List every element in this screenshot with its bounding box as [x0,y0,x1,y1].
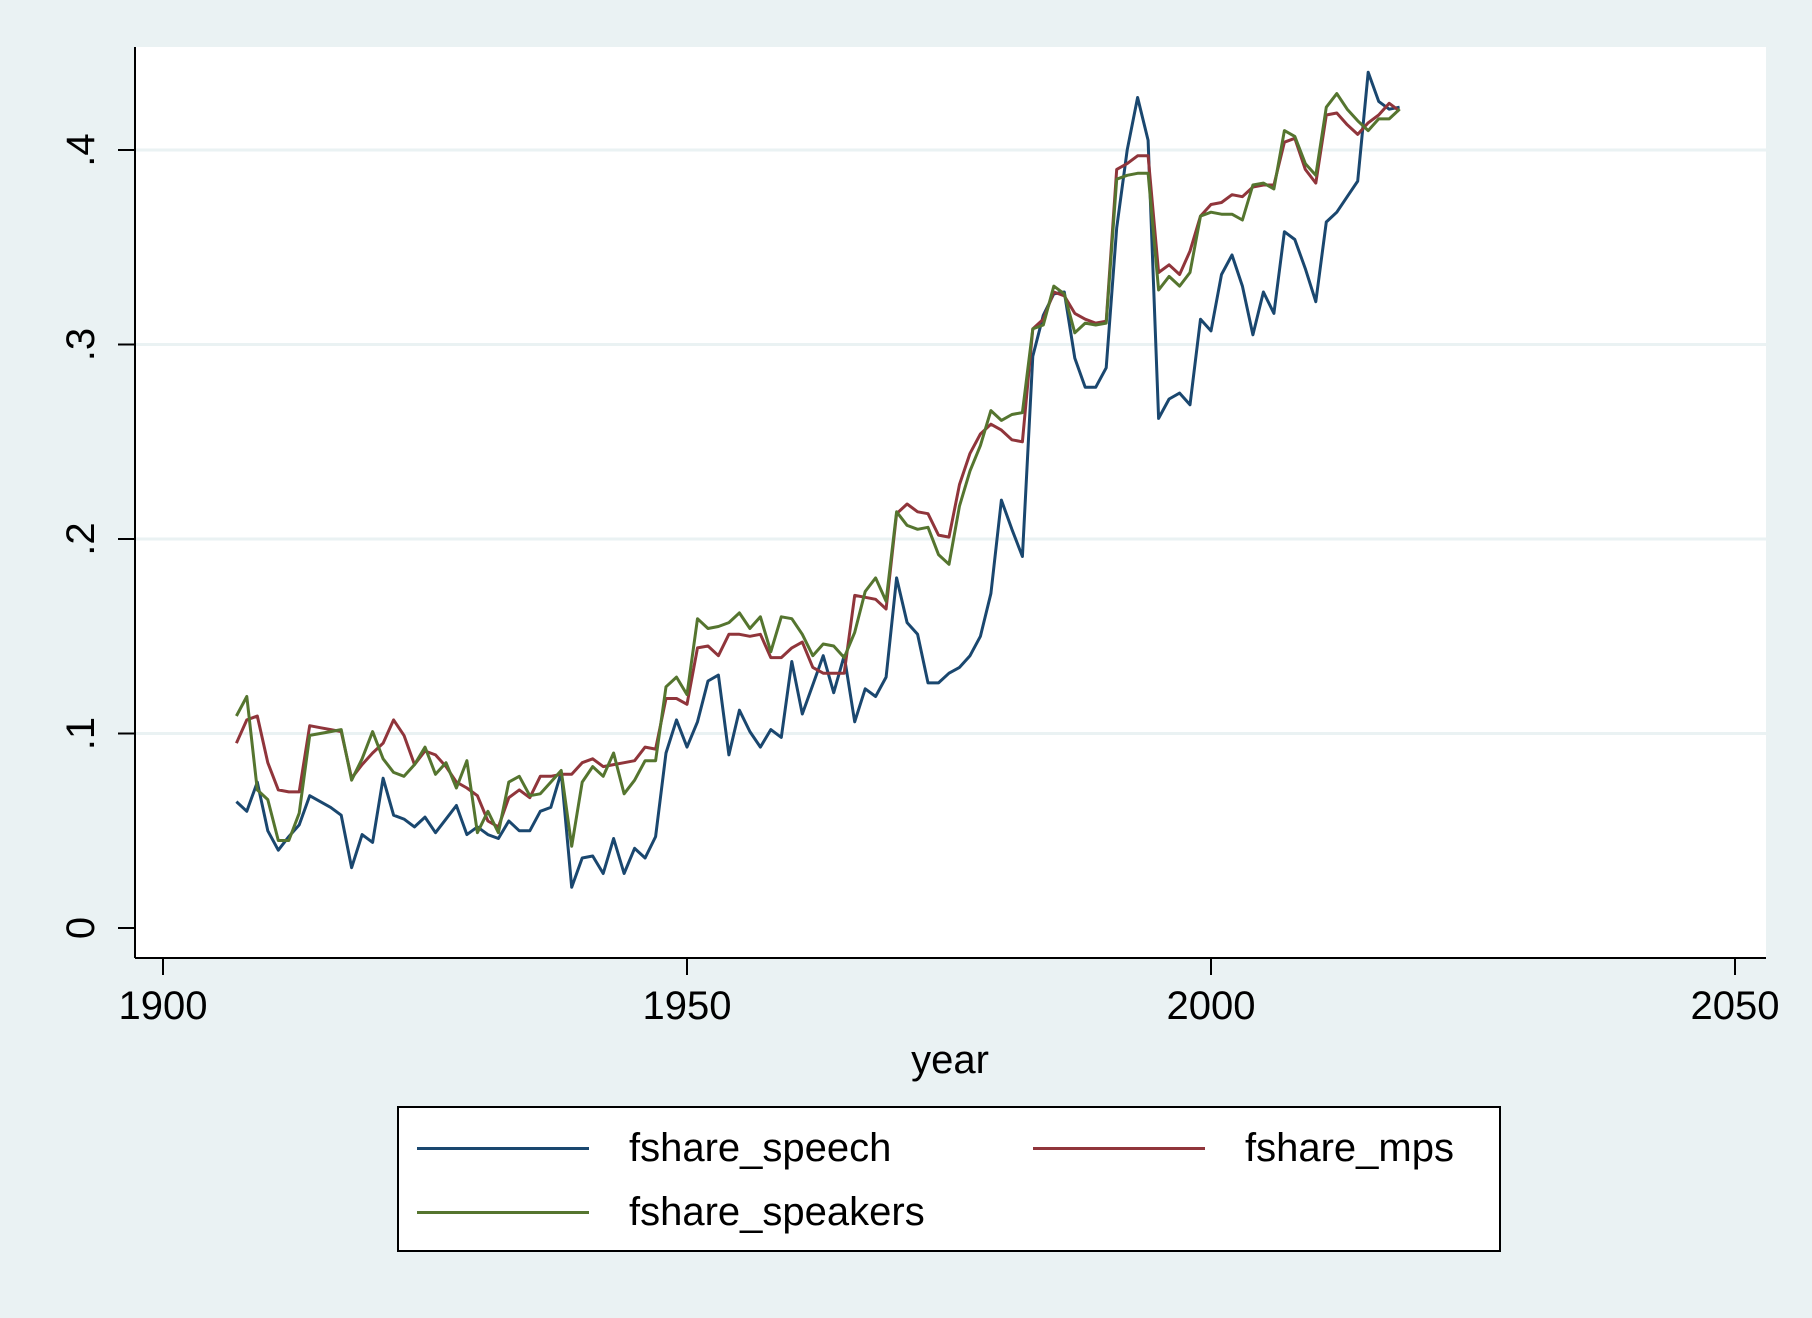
x-tick-label: 1900 [119,984,208,1028]
legend-item-fshare-mps: fshare_mps [1033,1126,1454,1171]
legend: fshare_speech fshare_mps fshare_speakers [397,1106,1501,1252]
x-axis-label: year [911,1038,989,1082]
legend-swatch-fshare-mps [1033,1147,1205,1150]
y-tick-label: 0 [59,917,103,939]
legend-label-fshare-speakers: fshare_speakers [629,1190,925,1234]
grid-lines [136,148,1766,735]
y-tick-label: .3 [59,328,103,361]
y-tick-label: .2 [59,522,103,555]
legend-label-fshare-speech: fshare_speech [629,1126,892,1170]
x-tick-label: 2000 [1167,984,1256,1028]
series-lines [235,70,1401,889]
legend-swatch-fshare-speech [417,1147,589,1150]
legend-item-fshare-speakers: fshare_speakers [417,1190,925,1235]
x-tick-label: 2050 [1691,984,1780,1028]
series-line-fshare-mps [235,101,1401,829]
y-tick-label: .1 [59,717,103,750]
y-tick-label: .4 [59,133,103,166]
legend-label-fshare-mps: fshare_mps [1245,1126,1454,1170]
plot-background [135,47,1766,958]
y-axis-ticks: 0 .1 .2 .3 .4 [59,133,135,939]
series-line-fshare-speakers [235,92,1401,848]
x-axis-ticks: 1900 1950 2000 2050 [119,958,1780,1028]
x-tick-label: 1950 [643,984,732,1028]
legend-swatch-fshare-speakers [417,1211,589,1214]
legend-item-fshare-speech: fshare_speech [417,1126,891,1171]
